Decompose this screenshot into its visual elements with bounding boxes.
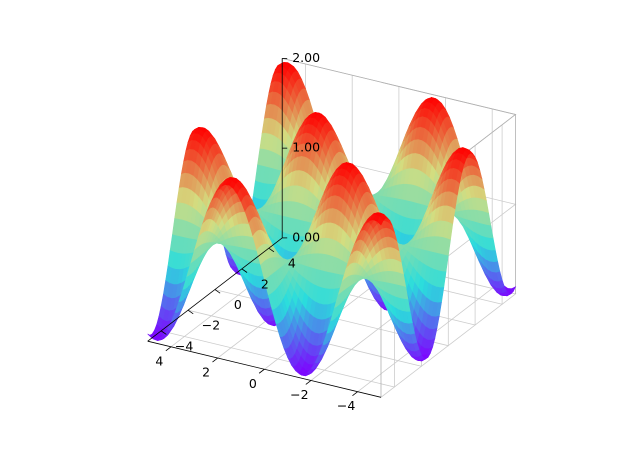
x-tick [352, 391, 358, 397]
x-tick-label: 4 [155, 353, 163, 368]
y-tick-label: 4 [288, 256, 296, 271]
y-tick-label: 2 [261, 276, 269, 291]
y-tick-label: −2 [202, 318, 220, 333]
tick-marks [160, 58, 358, 397]
y-tick-label: −4 [175, 338, 193, 353]
x-tick-label: 2 [202, 365, 210, 380]
z-tick-label: 1.00 [292, 140, 320, 155]
x-tick-label: 0 [249, 376, 257, 391]
y-tick-label: 0 [234, 297, 242, 312]
z-tick-label: 0.00 [292, 229, 320, 244]
surface-mesh [147, 62, 517, 377]
x-tick [212, 357, 218, 363]
y-tick [187, 309, 194, 315]
x-tick [305, 380, 312, 385]
tick-labels: −4 −2 0 2 4 −4 −2 0 2 4 0.00 1.00 2.00 [155, 50, 355, 413]
y-tick [214, 289, 221, 294]
y-tick [241, 268, 248, 273]
y-tick [268, 247, 275, 253]
x-tick-label: −4 [337, 398, 355, 413]
x-tick-label: −2 [290, 387, 308, 402]
x-tick [258, 368, 265, 374]
x-tick [165, 346, 172, 352]
z-tick-label: 2.00 [292, 50, 320, 65]
y-tick [160, 330, 167, 335]
